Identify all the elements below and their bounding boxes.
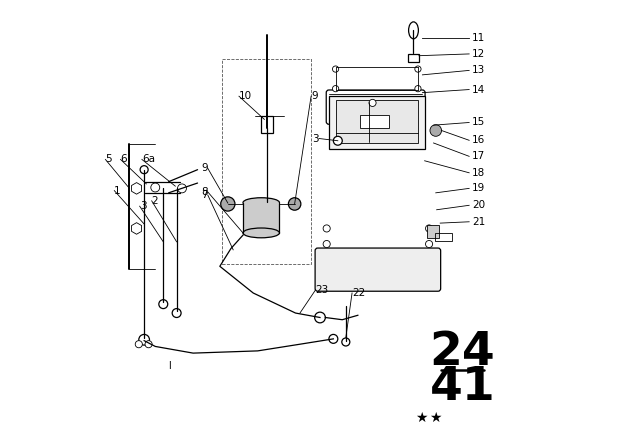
Text: ★: ★	[415, 411, 428, 425]
Text: 20: 20	[472, 200, 485, 210]
Circle shape	[332, 86, 339, 92]
Text: 5: 5	[106, 155, 112, 164]
Bar	[243, 202, 280, 233]
Circle shape	[323, 241, 330, 248]
Text: 21: 21	[472, 217, 485, 227]
Text: 23: 23	[316, 285, 329, 295]
Text: 24: 24	[429, 330, 495, 375]
Text: 6a: 6a	[142, 155, 155, 164]
Text: 18: 18	[472, 168, 485, 178]
Circle shape	[333, 136, 342, 145]
Circle shape	[172, 309, 181, 318]
Text: 22: 22	[352, 288, 365, 298]
Text: 13: 13	[472, 65, 485, 75]
Circle shape	[159, 300, 168, 309]
Bar	[427, 225, 439, 238]
Circle shape	[139, 334, 150, 345]
Circle shape	[329, 334, 338, 343]
Circle shape	[430, 125, 442, 136]
Text: 6: 6	[120, 155, 127, 164]
Bar	[222, 59, 311, 264]
Circle shape	[323, 225, 330, 232]
Circle shape	[332, 66, 339, 72]
Bar	[360, 115, 389, 128]
Bar	[329, 96, 424, 149]
Text: ★: ★	[429, 411, 441, 425]
Text: 15: 15	[472, 117, 485, 128]
Ellipse shape	[243, 228, 280, 238]
Text: 8: 8	[201, 187, 208, 197]
Text: 2: 2	[152, 196, 158, 206]
Text: 41: 41	[429, 365, 495, 410]
Text: 11: 11	[472, 33, 485, 43]
Text: 14: 14	[472, 85, 485, 95]
Circle shape	[369, 99, 376, 107]
Text: 3: 3	[140, 201, 147, 211]
Circle shape	[415, 86, 421, 92]
Text: 3: 3	[312, 134, 319, 143]
Circle shape	[426, 225, 433, 232]
Circle shape	[426, 241, 433, 248]
Text: 19: 19	[472, 183, 485, 194]
Text: 7: 7	[201, 190, 208, 200]
Circle shape	[177, 184, 186, 193]
Bar	[335, 100, 418, 142]
Text: l: l	[168, 362, 172, 371]
Ellipse shape	[243, 198, 280, 207]
Circle shape	[140, 166, 148, 174]
Text: 9: 9	[311, 91, 317, 101]
Circle shape	[289, 198, 301, 210]
Circle shape	[135, 340, 142, 348]
Text: 16: 16	[472, 135, 485, 145]
Text: 1: 1	[115, 185, 121, 196]
Text: 10: 10	[239, 91, 252, 101]
FancyBboxPatch shape	[315, 248, 441, 291]
Circle shape	[221, 197, 235, 211]
Bar	[408, 54, 419, 62]
Circle shape	[415, 66, 421, 72]
Text: 17: 17	[472, 151, 485, 161]
Bar	[435, 233, 452, 241]
Circle shape	[145, 340, 152, 348]
Text: 9: 9	[201, 164, 208, 173]
FancyBboxPatch shape	[326, 90, 425, 124]
Circle shape	[342, 338, 350, 346]
Circle shape	[315, 312, 325, 323]
Circle shape	[151, 183, 160, 192]
Bar	[261, 116, 273, 133]
Text: 12: 12	[472, 49, 485, 59]
